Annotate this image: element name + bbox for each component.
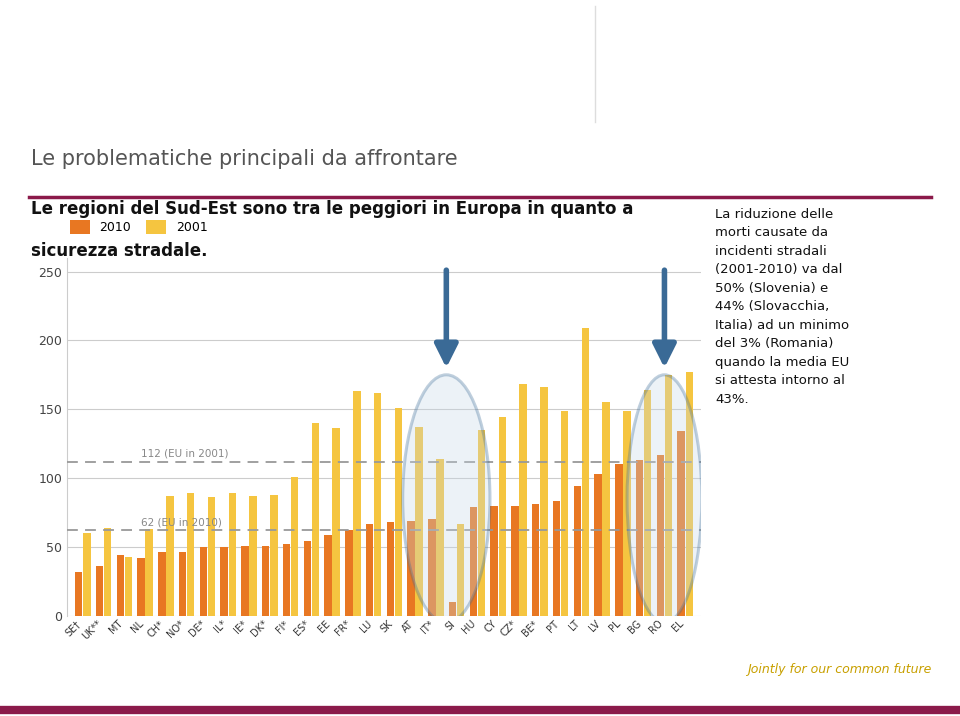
Bar <box>491 505 498 616</box>
Bar <box>407 521 415 616</box>
Bar <box>158 553 165 616</box>
Bar <box>416 427 423 616</box>
Bar <box>387 522 394 616</box>
Bar <box>457 523 465 616</box>
Ellipse shape <box>627 374 702 623</box>
Text: La riduzione delle
morti causate da
incidenti stradali
(2001-2010) va dal
50% (S: La riduzione delle morti causate da inci… <box>715 208 850 406</box>
Bar <box>395 408 402 616</box>
Bar <box>374 392 381 616</box>
Bar <box>125 556 132 616</box>
Bar <box>353 392 361 616</box>
Bar <box>664 374 672 616</box>
Bar <box>137 558 145 616</box>
Text: 112 (EU in 2001): 112 (EU in 2001) <box>141 449 228 459</box>
Bar <box>428 519 436 616</box>
Bar <box>228 493 236 616</box>
Bar <box>332 428 340 616</box>
Bar <box>449 602 456 616</box>
Bar <box>582 328 589 616</box>
Bar <box>75 571 83 616</box>
Bar <box>615 464 623 616</box>
Bar <box>179 553 186 616</box>
Bar <box>166 496 174 616</box>
Bar <box>573 486 581 616</box>
Bar <box>553 501 561 616</box>
Bar <box>603 402 610 616</box>
Bar <box>84 533 90 616</box>
Bar <box>561 410 568 616</box>
Bar <box>96 566 104 616</box>
Bar <box>498 417 506 616</box>
Bar <box>303 541 311 616</box>
Text: sicurezza stradale.: sicurezza stradale. <box>31 242 207 260</box>
Bar <box>678 431 684 616</box>
Bar <box>512 505 518 616</box>
Legend: 2010, 2001: 2010, 2001 <box>67 218 210 237</box>
Bar <box>207 498 215 616</box>
Bar <box>623 410 631 616</box>
Bar <box>324 535 332 616</box>
Ellipse shape <box>402 374 490 623</box>
Bar <box>532 504 540 616</box>
Bar <box>519 384 527 616</box>
Bar <box>469 507 477 616</box>
Text: Jointly for our common future: Jointly for our common future <box>747 663 931 676</box>
Bar <box>116 555 124 616</box>
Bar <box>312 423 319 616</box>
Bar <box>221 547 228 616</box>
Bar <box>644 390 652 616</box>
Bar <box>250 496 256 616</box>
Bar <box>104 528 111 616</box>
Bar <box>200 547 207 616</box>
Bar <box>657 455 664 616</box>
Bar <box>345 531 352 616</box>
Text: Le regioni del Sud-Est sono tra le peggiori in Europa in quanto a: Le regioni del Sud-Est sono tra le peggi… <box>31 200 633 218</box>
Text: Le problematiche principali da affrontare: Le problematiche principali da affrontar… <box>31 149 457 169</box>
Bar <box>540 387 547 616</box>
Bar <box>291 477 299 616</box>
Bar <box>685 372 693 616</box>
Bar <box>478 430 485 616</box>
Bar <box>436 459 444 616</box>
Bar <box>145 529 153 616</box>
Bar <box>636 460 643 616</box>
Bar <box>187 493 195 616</box>
Bar <box>270 495 277 616</box>
Bar <box>283 544 290 616</box>
Bar <box>366 523 373 616</box>
Text: 62 (EU in 2010): 62 (EU in 2010) <box>141 518 222 528</box>
Bar <box>594 474 602 616</box>
Bar <box>241 546 249 616</box>
Bar <box>262 546 270 616</box>
